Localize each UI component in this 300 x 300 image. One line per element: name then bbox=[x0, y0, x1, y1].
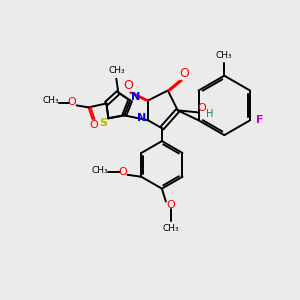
Text: F: F bbox=[256, 115, 264, 125]
Text: S: S bbox=[99, 118, 107, 128]
Text: N: N bbox=[137, 113, 147, 123]
Text: CH₃: CH₃ bbox=[216, 51, 232, 60]
Text: CH₃: CH₃ bbox=[43, 96, 59, 105]
Text: CH₃: CH₃ bbox=[92, 166, 108, 175]
Text: O: O bbox=[118, 167, 127, 177]
Text: O: O bbox=[180, 67, 190, 80]
Text: O: O bbox=[197, 103, 206, 113]
Text: CH₃: CH₃ bbox=[163, 224, 179, 233]
Text: O: O bbox=[68, 98, 76, 107]
Text: CH₃: CH₃ bbox=[108, 66, 124, 75]
Text: H: H bbox=[206, 109, 213, 119]
Text: O: O bbox=[123, 79, 133, 92]
Text: O: O bbox=[167, 200, 175, 211]
Text: N: N bbox=[130, 92, 140, 103]
Text: O: O bbox=[89, 120, 98, 130]
